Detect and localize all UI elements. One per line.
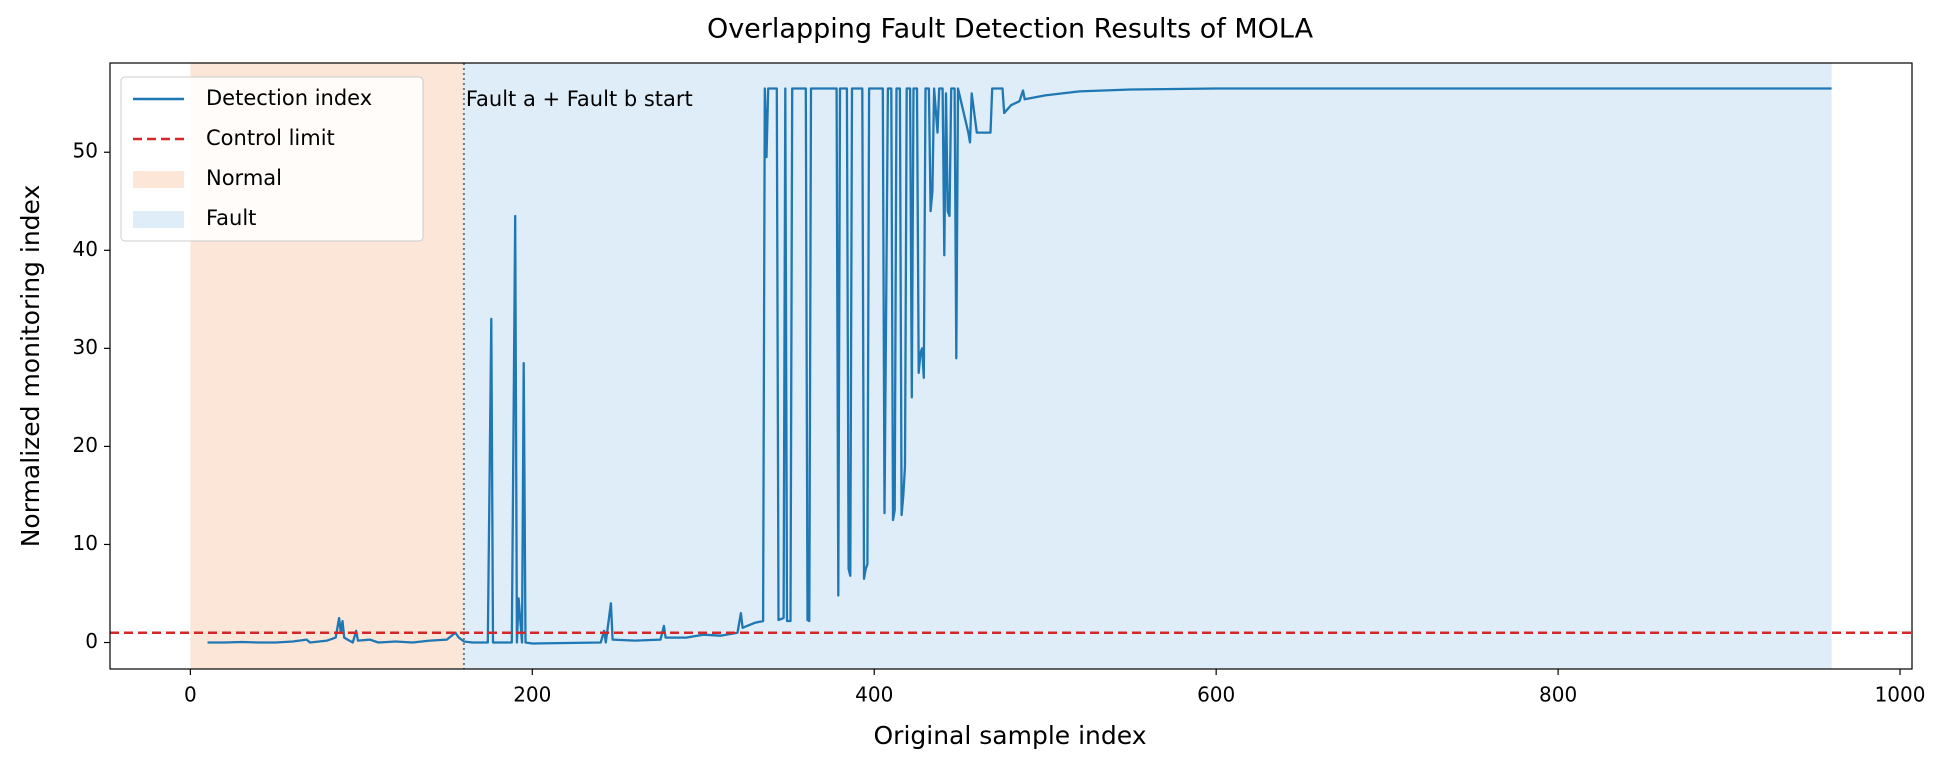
x-tick-label: 600	[1197, 683, 1235, 707]
region	[463, 63, 1832, 669]
y-tick-label: 20	[73, 433, 98, 457]
plot-frame	[109, 62, 1913, 670]
y-tick-label: 30	[73, 335, 98, 359]
legend-label: Control limit	[206, 126, 335, 150]
y-tick-label: 0	[85, 629, 98, 653]
x-tick-label: 800	[1539, 683, 1577, 707]
y-tick-label: 10	[73, 531, 98, 555]
data-line	[207, 87, 1832, 645]
x-tick-label: 200	[513, 683, 551, 707]
x-tick-label: 1000	[1875, 683, 1926, 707]
chart-title: Overlapping Fault Detection Results of M…	[707, 14, 1314, 45]
x-tick-label: 400	[855, 683, 893, 707]
legend-label: Fault	[206, 206, 256, 230]
x-tick-label: 0	[184, 683, 197, 707]
y-tick-label: 40	[73, 237, 98, 261]
annotation: Fault a + Fault b start	[466, 87, 693, 111]
legend-swatch	[133, 211, 184, 228]
y-axis-label: Normalized monitoring index	[16, 185, 45, 548]
legend-label: Detection index	[206, 86, 372, 110]
legend-swatch	[133, 171, 184, 188]
x-axis-label: Original sample index	[873, 721, 1146, 750]
y-tick-label: 50	[73, 139, 98, 163]
legend-box	[120, 76, 424, 242]
legend-label: Normal	[206, 166, 282, 190]
